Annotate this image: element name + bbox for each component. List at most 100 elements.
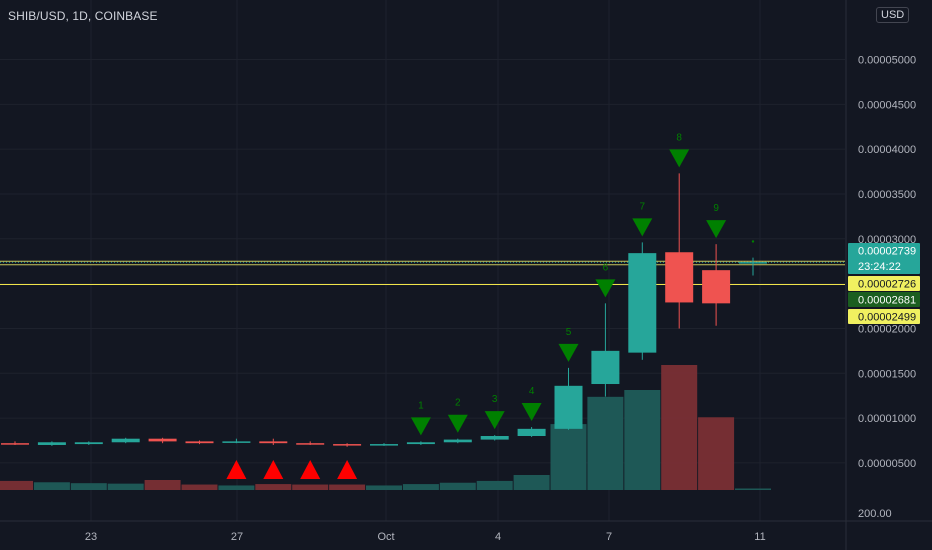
sell-triangle-icon	[521, 403, 542, 422]
candle	[628, 242, 657, 360]
sell-triangle-icon	[706, 220, 727, 239]
setup-count: 7	[640, 201, 646, 212]
y-tick-label: 0.00001000	[858, 413, 916, 425]
sell-triangle-icon	[484, 411, 505, 430]
buy-triangle-icon	[263, 460, 284, 479]
price-badge-bg	[848, 243, 920, 274]
candle	[370, 443, 398, 446]
volume-bar	[255, 484, 292, 490]
price-badge-label: 0.00002681	[858, 295, 916, 307]
volume-bar	[698, 417, 735, 490]
volume-bar	[402, 484, 439, 490]
candle-body	[259, 441, 288, 444]
volume-bar	[587, 396, 624, 490]
candle-body	[111, 438, 140, 443]
y-tick-label: 0.00003500	[858, 189, 916, 201]
volume-bar	[33, 482, 70, 490]
sell-triangle-icon	[632, 218, 653, 237]
price-badge-bg	[848, 309, 920, 324]
candle-body	[148, 438, 177, 442]
candle	[37, 441, 66, 446]
candle-body	[665, 252, 694, 303]
candle	[296, 441, 325, 445]
price-badge: 0.00002681	[848, 292, 920, 307]
currency-button[interactable]: USD	[876, 7, 910, 23]
price-badges: 0.00002739 23:24:22 0.00002726 0.00002681 0.…	[848, 243, 920, 324]
price-badge-label: 0.00002499	[858, 312, 916, 324]
price-badge-label: 0.00002726	[858, 279, 916, 291]
candle-body	[333, 444, 362, 446]
candle-body	[406, 442, 435, 445]
candle	[111, 437, 140, 444]
candle	[591, 303, 620, 397]
x-tick-label: 7	[606, 531, 612, 543]
candles[interactable]	[1, 173, 767, 447]
volume-bar	[329, 484, 366, 490]
volume-bar	[366, 485, 402, 490]
candle	[554, 367, 583, 430]
setup-count: 5	[566, 327, 572, 338]
volume-bar	[181, 484, 218, 490]
sell-triangle-icon	[410, 417, 431, 436]
setup-count: 9	[713, 203, 719, 214]
candle-body	[739, 262, 767, 264]
x-tick-label: 11	[754, 531, 765, 543]
candle-body	[591, 350, 620, 385]
candle-body	[296, 443, 325, 445]
volume-bar	[550, 424, 587, 490]
marker-dot	[751, 240, 755, 243]
volume-bar	[476, 480, 513, 490]
price-badge-bg	[848, 292, 920, 307]
y-tick-label: 0.00002000	[858, 323, 916, 335]
setup-count: 8	[676, 132, 682, 143]
candle	[74, 441, 103, 445]
candle-body	[443, 439, 472, 443]
candle-body	[37, 442, 66, 445]
buy-triangle-icon	[337, 460, 358, 479]
candle	[148, 437, 177, 444]
y-tick-label: 0.00005000	[858, 55, 916, 67]
volume-bar	[70, 483, 107, 490]
candle	[222, 438, 251, 444]
signal-markers: 1 2 3 4 5 6 7 8 9	[226, 132, 755, 479]
candle	[517, 427, 546, 437]
volume-bar	[439, 482, 476, 490]
volume-bar	[661, 365, 698, 490]
y-tick-label: 0.00004000	[858, 144, 916, 156]
candle-body	[554, 385, 583, 429]
candle	[1, 441, 29, 445]
sell-triangle-icon	[447, 414, 468, 433]
sell-triangle-icon	[595, 279, 616, 298]
candle	[702, 244, 731, 326]
candle	[739, 257, 767, 276]
volume-bar	[0, 480, 33, 490]
candle-body	[1, 443, 29, 445]
buy-triangle-icon	[226, 460, 247, 479]
volume-tick-label: 200.00	[858, 508, 892, 520]
volume-bar	[624, 390, 661, 490]
candle	[185, 440, 214, 445]
candle-body	[517, 428, 546, 437]
candle	[333, 443, 362, 447]
x-tick-label: 23	[85, 531, 97, 543]
setup-count: 3	[492, 394, 498, 405]
candle-body	[185, 441, 214, 444]
chart-title: SHIB/USD, 1D, COINBASE	[8, 9, 158, 23]
price-badge: 0.00002739 23:24:22	[848, 243, 920, 274]
sell-triangle-icon	[669, 149, 690, 168]
volume-bar	[292, 484, 329, 490]
candle	[480, 435, 509, 441]
countdown-label: 23:24:22	[858, 261, 901, 273]
setup-count: 2	[455, 398, 461, 409]
x-tick-label: Oct	[377, 531, 394, 543]
y-tick-label: 0.00003000	[858, 234, 916, 246]
candle-body	[480, 436, 509, 440]
setup-count: 4	[529, 386, 535, 397]
sell-triangle-icon	[558, 343, 579, 362]
y-tick-label: 0.00001500	[858, 368, 916, 380]
candle-body	[370, 444, 398, 446]
setup-count: 6	[603, 262, 609, 273]
candle-body	[628, 253, 657, 353]
